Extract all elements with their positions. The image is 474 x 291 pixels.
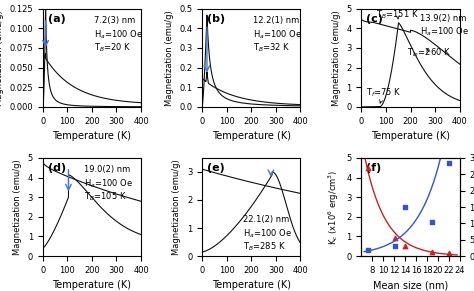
Point xyxy=(364,247,372,252)
Text: (d): (d) xyxy=(47,163,66,173)
Text: T$_B$=151 K: T$_B$=151 K xyxy=(376,8,419,21)
Y-axis label: Magnetization (emu/g): Magnetization (emu/g) xyxy=(173,159,182,255)
Text: (a): (a) xyxy=(47,14,65,24)
Point xyxy=(428,219,436,224)
Text: (f): (f) xyxy=(366,163,382,173)
Text: H$_a$=100 Oe: H$_a$=100 Oe xyxy=(420,25,470,38)
Text: T$_B$=285 K: T$_B$=285 K xyxy=(243,240,286,253)
X-axis label: Temperature (K): Temperature (K) xyxy=(371,131,450,141)
Point xyxy=(401,204,409,209)
X-axis label: Temperature (K): Temperature (K) xyxy=(212,131,291,141)
Point xyxy=(446,251,453,255)
Text: (e): (e) xyxy=(207,163,225,173)
Point xyxy=(392,236,399,241)
Point xyxy=(446,161,453,165)
X-axis label: Mean size (nm): Mean size (nm) xyxy=(373,280,448,290)
Text: 13.9(2) nm: 13.9(2) nm xyxy=(420,14,467,23)
Text: 22.1(2) nm: 22.1(2) nm xyxy=(243,215,290,224)
Point xyxy=(401,244,409,249)
Point xyxy=(392,243,399,248)
Text: (b): (b) xyxy=(207,14,225,24)
Text: T$_f$=75 K: T$_f$=75 K xyxy=(366,86,402,103)
Text: 7.2(3) nm: 7.2(3) nm xyxy=(94,16,135,25)
Text: T$_B$=105 K: T$_B$=105 K xyxy=(84,190,127,203)
Point xyxy=(364,165,372,170)
Text: (c): (c) xyxy=(366,14,383,24)
Text: H$_a$=100 Oe: H$_a$=100 Oe xyxy=(253,28,302,41)
Text: T$_{in}$=260 K: T$_{in}$=260 K xyxy=(407,47,451,59)
X-axis label: Temperature (K): Temperature (K) xyxy=(212,280,291,290)
Y-axis label: Magnetization (emu/g): Magnetization (emu/g) xyxy=(13,159,22,255)
Y-axis label: K$_c$ (x10$^6$ erg/cm$^3$): K$_c$ (x10$^6$ erg/cm$^3$) xyxy=(327,169,341,245)
Y-axis label: Magnetization (emu/g): Magnetization (emu/g) xyxy=(164,10,173,106)
X-axis label: Temperature (K): Temperature (K) xyxy=(52,280,131,290)
Y-axis label: Magnetization (emu/g): Magnetization (emu/g) xyxy=(332,10,341,106)
Text: 12.2(1) nm: 12.2(1) nm xyxy=(253,16,300,25)
Text: T$_B$=20 K: T$_B$=20 K xyxy=(94,41,131,54)
Text: H$_a$=100 Oe: H$_a$=100 Oe xyxy=(94,28,143,41)
Text: T$_B$=32 K: T$_B$=32 K xyxy=(253,41,291,54)
X-axis label: Temperature (K): Temperature (K) xyxy=(52,131,131,141)
Y-axis label: Magnetization (emu/g): Magnetization (emu/g) xyxy=(0,10,4,106)
Text: H$_a$=100 Oe: H$_a$=100 Oe xyxy=(243,228,292,240)
Point xyxy=(428,250,436,255)
Text: H$_a$=100 Oe: H$_a$=100 Oe xyxy=(84,178,133,190)
Text: 19.0(2) nm: 19.0(2) nm xyxy=(84,165,130,174)
